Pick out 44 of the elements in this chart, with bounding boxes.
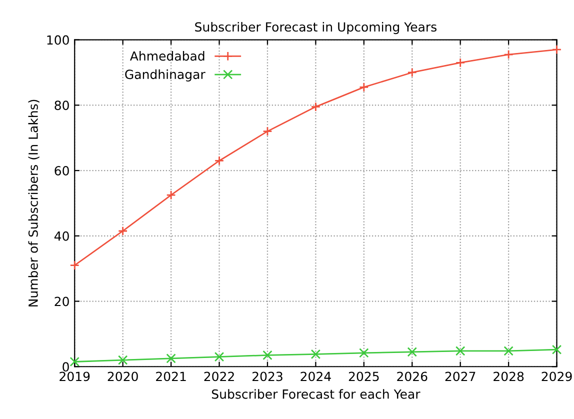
x-tick-label: 2021 — [156, 372, 186, 382]
legend-label: Gandhinagar — [125, 69, 206, 82]
point — [214, 156, 224, 166]
x-tick-label: 2020 — [108, 372, 138, 382]
point — [166, 354, 176, 364]
point — [118, 355, 128, 365]
chart-title: Subscriber Forecast in Upcoming Years — [195, 22, 436, 34]
point — [70, 260, 80, 270]
y-tick-label: 20 — [54, 296, 69, 306]
x-tick-label: 2025 — [348, 372, 379, 382]
y-tick-label: 100 — [47, 35, 69, 45]
y-tick-label: 40 — [54, 231, 69, 241]
x-tick-label: 2029 — [542, 372, 572, 382]
y-tick-label: 60 — [54, 166, 69, 176]
point — [504, 50, 514, 60]
y-axis-title: Number of Subscribers (In Lakhs) — [28, 100, 40, 306]
point — [359, 348, 369, 358]
point — [166, 190, 176, 200]
point — [407, 68, 417, 78]
point — [455, 58, 466, 68]
point — [262, 126, 272, 136]
point — [310, 102, 321, 112]
point — [214, 352, 224, 362]
point — [504, 346, 514, 356]
point — [70, 356, 80, 367]
point — [455, 346, 466, 356]
x-tick-label: 2028 — [494, 372, 524, 382]
x-tick-label: 2027 — [445, 372, 476, 382]
x-tick-label: 2024 — [300, 372, 331, 382]
x-tick-label: 2023 — [252, 372, 282, 382]
point — [407, 347, 417, 357]
point — [359, 82, 369, 92]
x-axis-title: Subscriber Forecast for each Year — [212, 389, 420, 399]
x-tick-label: 2026 — [397, 372, 428, 382]
point — [310, 349, 321, 360]
point — [552, 344, 562, 354]
point — [262, 350, 272, 360]
x-tick-label: 2019 — [60, 372, 90, 382]
y-tick-label: 80 — [54, 100, 69, 110]
y-tick-label: 0 — [62, 362, 69, 372]
point — [552, 44, 562, 54]
point — [118, 226, 128, 236]
x-tick-label: 2022 — [204, 372, 234, 382]
legend-label: Ahmedabad — [130, 51, 204, 61]
